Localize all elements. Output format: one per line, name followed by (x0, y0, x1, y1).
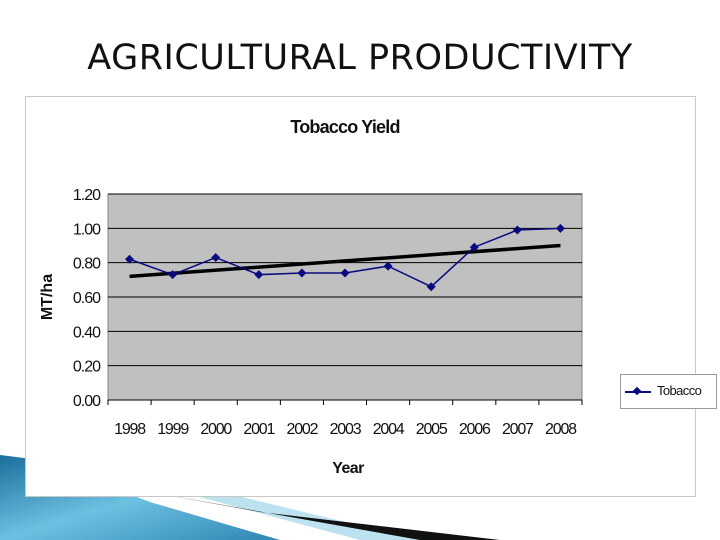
data-point (297, 268, 307, 278)
x-tick-label: 2008 (545, 421, 577, 438)
trendline (129, 243, 561, 279)
chart-title: Tobacco Yield (290, 117, 399, 137)
x-tick-label: 2006 (459, 421, 491, 438)
data-point (469, 242, 479, 252)
x-axis-label: Year (332, 460, 364, 477)
y-tick-label: 0.00 (73, 393, 101, 410)
data-point (426, 282, 436, 292)
x-tick-label: 1999 (157, 421, 189, 438)
x-tick-label: 2005 (416, 421, 448, 438)
x-tick-label: 2000 (200, 421, 232, 438)
y-tick-label: 0.20 (73, 359, 101, 376)
y-tick-label: 0.40 (73, 324, 101, 341)
data-point (555, 223, 565, 233)
data-point (168, 270, 178, 280)
x-tick-label: 2001 (243, 421, 275, 438)
x-tick-label: 2003 (330, 421, 362, 438)
data-point (211, 253, 221, 263)
legend: Tobacco (620, 374, 717, 409)
x-tick-label: 2002 (287, 421, 319, 438)
data-point (125, 254, 135, 264)
slide-title: AGRICULTURAL PRODUCTIVITY (87, 38, 633, 78)
legend-diamond-marker (632, 386, 642, 396)
y-tick-label: 0.60 (73, 290, 101, 307)
data-point (512, 225, 522, 235)
data-point (254, 270, 264, 280)
legend-label-tobacco: Tobacco (657, 383, 702, 398)
y-tick-label: 1.00 (73, 221, 101, 238)
x-tick-label: 1998 (114, 421, 146, 438)
data-point (340, 268, 350, 278)
chart-frame: 0.00 0.20 0.40 0.60 0.80 1.00 1.20 1998 1999 2000… (25, 96, 717, 497)
y-axis-label: MT/ha (39, 274, 56, 320)
y-tick-label: 0.80 (73, 256, 101, 273)
data-point (383, 261, 393, 271)
x-tick-label: 2007 (502, 421, 534, 438)
x-tick-label: 2004 (373, 421, 405, 438)
tobacco-yield-chart: 0.00 0.20 0.40 0.60 0.80 1.00 1.20 1998 1999 2000… (39, 117, 583, 477)
y-tick-label: 1.20 (73, 187, 101, 204)
